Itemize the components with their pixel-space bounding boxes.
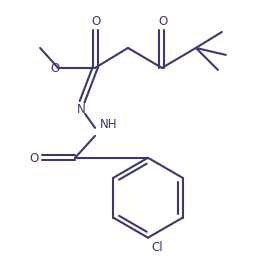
Text: N: N	[77, 103, 86, 116]
Text: NH: NH	[100, 118, 118, 131]
Text: O: O	[50, 62, 60, 76]
Text: Cl: Cl	[151, 241, 162, 254]
Text: O: O	[158, 15, 168, 28]
Text: O: O	[92, 15, 101, 28]
Text: O: O	[29, 152, 39, 165]
